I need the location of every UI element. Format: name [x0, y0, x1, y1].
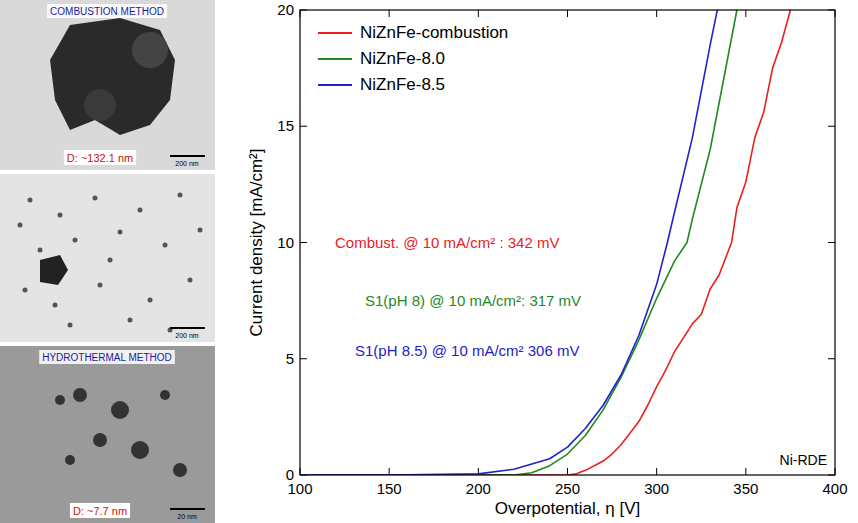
legend-swatch: [318, 84, 352, 86]
x-tick: [745, 468, 746, 475]
x-tick: [389, 10, 390, 17]
particle: [148, 298, 153, 303]
particle: [84, 89, 116, 121]
micrograph-title: COMBUSTION METHOD: [50, 6, 164, 17]
particle: [18, 223, 23, 228]
y-tick-label: 0: [286, 466, 294, 483]
scale-label: 20 nm: [177, 513, 197, 520]
micrograph-ground: [0, 174, 215, 342]
particle-cluster: [40, 255, 68, 285]
particle: [132, 32, 168, 68]
particle: [93, 196, 98, 201]
x-tick-label: 350: [733, 480, 758, 497]
legend-label: NiZnFe-8.5: [360, 75, 445, 94]
annotation: Ni-RDE: [780, 452, 827, 468]
particle: [138, 208, 143, 213]
y-tick-label: 15: [277, 117, 294, 134]
particle: [93, 433, 107, 447]
y-tick: [300, 126, 307, 127]
x-tick: [478, 10, 479, 17]
micrograph-ground: [0, 0, 215, 170]
particle: [38, 248, 43, 253]
micrograph-title: HYDROTHERMAL METHOD: [42, 352, 172, 363]
x-tick: [656, 10, 657, 17]
y-tick-label: 5: [286, 350, 294, 367]
micrograph-panel: HYDROTHERMAL METHOD D: ~7.7 nm 20 nm: [0, 346, 215, 523]
x-tick-label: 400: [822, 480, 847, 497]
y-tick: [300, 242, 307, 243]
particle: [65, 455, 75, 465]
x-tick: [567, 468, 568, 475]
label-patch: [70, 503, 130, 518]
y-axis-title: Current density [mA/cm²]: [247, 149, 266, 337]
particle: [188, 278, 193, 283]
particle: [111, 401, 129, 419]
particle: [28, 198, 33, 203]
particle: [98, 283, 103, 288]
micrograph-ground: [0, 346, 215, 523]
particle: [131, 441, 149, 459]
figure: COMBUSTION METHOD D: ~132.1 nm 200 nm 200 n…: [0, 0, 858, 523]
x-tick-label: 250: [555, 480, 580, 497]
series-line: [300, 10, 737, 475]
x-tick-label: 200: [466, 480, 491, 497]
x-tick: [567, 10, 568, 17]
particle: [68, 323, 73, 328]
label-patch: [64, 150, 136, 165]
size-label: D: ~132.1 nm: [67, 152, 133, 164]
particle-cluster: [50, 18, 175, 135]
plot-area: [300, 10, 835, 475]
size-label: D: ~7.7 nm: [73, 505, 127, 517]
micrograph-panel: COMBUSTION METHOD D: ~132.1 nm 200 nm: [0, 0, 215, 170]
y-tick-label: 20: [277, 1, 294, 18]
particle: [128, 318, 133, 323]
annotation: S1(pH 8.5) @ 10 mA/cm² 306 mV: [355, 342, 579, 359]
x-tick-label: 300: [644, 480, 669, 497]
legend: NiZnFe-combustion NiZnFe-8.0 NiZnFe-8.5: [318, 23, 508, 94]
axes: 10015020025030035040005101520: [277, 1, 847, 497]
y-tick: [828, 126, 835, 127]
particle: [53, 303, 58, 308]
x-axis-title: Overpotential, η [V]: [495, 499, 641, 518]
particle: [173, 463, 187, 477]
particle: [178, 193, 183, 198]
x-tick: [389, 468, 390, 475]
y-tick: [300, 358, 307, 359]
legend-label: NiZnFe-8.0: [360, 49, 445, 68]
particle: [108, 258, 113, 263]
particle: [160, 390, 170, 400]
particle: [73, 238, 78, 243]
x-tick-label: 150: [377, 480, 402, 497]
scale-label: 200 nm: [175, 160, 199, 167]
series-group: [300, 10, 790, 475]
particle: [23, 288, 28, 293]
series-line: [300, 10, 790, 475]
x-tick: [745, 10, 746, 17]
scale-bar: [170, 327, 205, 329]
legend-label: NiZnFe-combustion: [360, 23, 508, 42]
scale-bar: [170, 155, 205, 157]
y-tick: [828, 242, 835, 243]
particle: [73, 388, 87, 402]
particle: [58, 213, 63, 218]
legend-swatch: [318, 32, 352, 34]
particle: [55, 395, 65, 405]
scale-bar: [170, 508, 205, 510]
y-tick: [828, 358, 835, 359]
title-patch: [39, 350, 175, 364]
particle: [118, 230, 123, 235]
title-patch: [47, 4, 167, 18]
micrograph-panel: 200 nm: [0, 174, 215, 342]
legend-swatch: [318, 58, 352, 60]
particle: [198, 228, 203, 233]
y-tick-label: 10: [277, 234, 294, 251]
scale-label: 200 nm: [175, 332, 199, 339]
annotation: Combust. @ 10 mA/cm² : 342 mV: [335, 234, 559, 251]
x-tick: [656, 468, 657, 475]
plot-frame: [300, 10, 835, 475]
particle: [163, 243, 168, 248]
annotation: S1(pH 8) @ 10 mA/cm²: 317 mV: [365, 292, 581, 309]
series-line: [300, 10, 717, 475]
